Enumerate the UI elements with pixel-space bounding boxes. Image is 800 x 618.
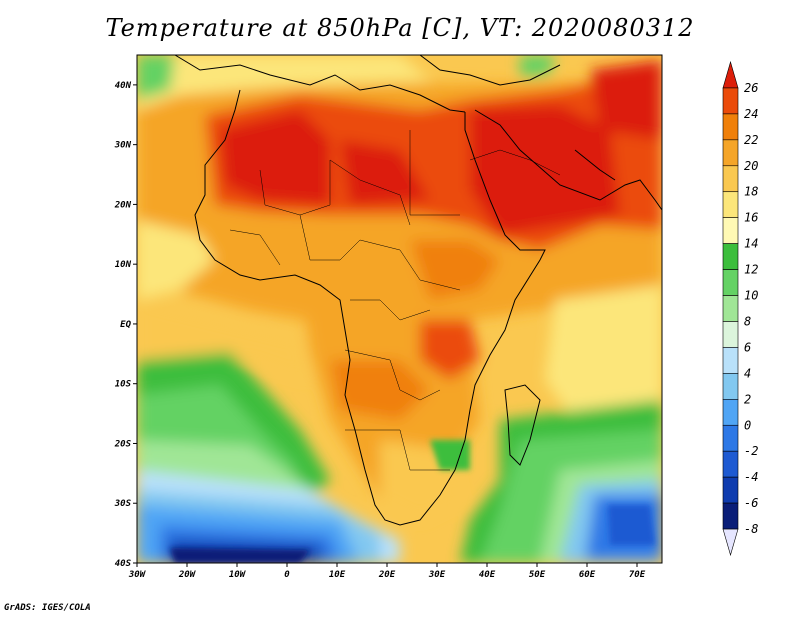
colorbar-segment	[722, 373, 739, 400]
colorbar-label: 2	[744, 392, 751, 406]
colorbar-segment	[722, 528, 739, 557]
coastlines	[174, 55, 662, 526]
colorbar-segment	[722, 450, 739, 478]
colorbar-label: 4	[744, 366, 751, 380]
colorbar-segment	[722, 243, 739, 270]
colorbar-label: 0	[744, 418, 751, 432]
colorbar-label: 14	[744, 237, 758, 251]
colorbar-label: -8	[744, 522, 758, 536]
colorbar-label: 22	[744, 133, 758, 147]
country-borders	[229, 130, 561, 471]
x-tick-label: 10W	[229, 570, 247, 580]
colorbar-segment	[722, 87, 739, 115]
x-tick-label: 20E	[378, 570, 396, 580]
colorbar-segment	[722, 347, 739, 374]
x-tick-label: 30E	[428, 570, 446, 580]
colorbar-label: 8	[744, 314, 751, 328]
x-tick-label: 30W	[128, 570, 147, 580]
y-tick-label: 20N	[114, 200, 132, 210]
colorbar-label: 20	[744, 159, 758, 173]
colorbar-label: -4	[744, 470, 758, 484]
colorbar-label: -2	[744, 444, 758, 458]
colorbar-segment	[722, 217, 739, 244]
colorbar-segment	[722, 139, 739, 167]
y-tick-label: EQ	[120, 320, 131, 330]
colorbar-segment	[722, 191, 739, 218]
y-tick-label: 20S	[114, 439, 132, 449]
colorbar-segment	[722, 424, 739, 452]
x-tick-label: 70E	[629, 570, 646, 580]
colorbar-label: 10	[744, 289, 758, 303]
y-tick-label: 30N	[114, 141, 132, 151]
y-tick-label: 40S	[115, 559, 132, 569]
colorbar-segment	[722, 269, 739, 296]
y-tick-label: 10S	[115, 380, 132, 390]
colorbar-label: 12	[744, 263, 758, 277]
colorbar-label: 16	[744, 211, 758, 225]
colorbar-label: 18	[744, 185, 758, 199]
colorbar-segment	[722, 476, 739, 504]
colorbar-label: -6	[744, 496, 758, 510]
y-tick-label: 30S	[114, 499, 132, 509]
colorbar-segment	[722, 502, 739, 530]
map-title: Temperature at 850hPa [C], VT: 202008031…	[105, 14, 695, 42]
colorbar-segment	[722, 60, 739, 89]
credit-text: GrADS: IGES/COLA	[4, 603, 91, 613]
x-tick-label: 0	[284, 570, 290, 580]
colorbar-segment	[722, 295, 739, 322]
temperature-field	[137, 55, 662, 563]
colorbar-label: 6	[744, 340, 751, 354]
x-tick-label: 60E	[579, 570, 596, 580]
x-tick-label: 10E	[329, 570, 346, 580]
x-tick-label: 40E	[479, 570, 496, 580]
y-tick-label: 10N	[115, 260, 132, 270]
colorbar-label: 26	[744, 81, 758, 95]
colorbar-segment	[722, 113, 739, 141]
colorbar-label: 24	[744, 107, 758, 121]
colorbar-segment	[722, 165, 739, 193]
colorbar-segment	[722, 399, 739, 426]
map-frame	[136, 54, 663, 564]
x-tick-label: 50E	[529, 570, 546, 580]
colorbar-segment	[722, 321, 739, 348]
y-tick-label: 40N	[115, 81, 132, 91]
x-tick-label: 20W	[178, 570, 197, 580]
